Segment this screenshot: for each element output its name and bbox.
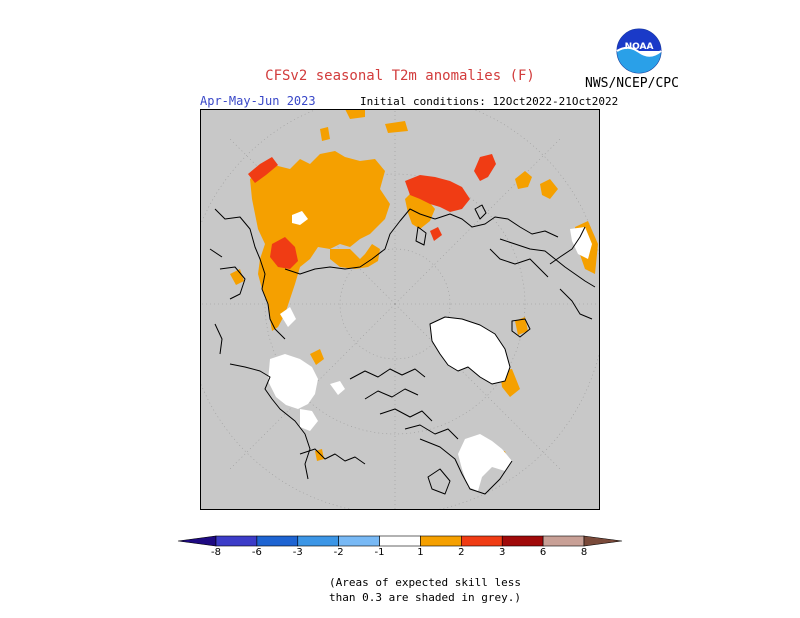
polar-map xyxy=(200,109,600,510)
colorbar xyxy=(177,535,623,547)
skill-footnote: (Areas of expected skill less than 0.3 a… xyxy=(325,575,525,605)
region-greenland-near-normal xyxy=(430,317,510,384)
logo-text: NOAA xyxy=(625,42,654,52)
colorbar-tick-label: -8 xyxy=(211,547,221,558)
agency-label: NWS/NCEP/CPC xyxy=(585,76,679,91)
initial-conditions: Initial conditions: 12Oct2022-21Oct2022 xyxy=(360,95,619,108)
colorbar-bin xyxy=(338,535,380,547)
region-western-russia-warm xyxy=(330,244,380,269)
colorbar-tick-label: 6 xyxy=(539,547,547,558)
region-alaska-near-normal xyxy=(268,354,345,431)
colorbar-bin xyxy=(256,535,299,547)
forecast-period: Apr-May-Jun 2023 xyxy=(200,94,316,108)
colorbar-bin xyxy=(379,535,421,547)
colorbar-bin xyxy=(297,535,339,547)
region-greenland-edge-warm xyxy=(495,369,520,467)
region-north-strip-warm xyxy=(320,109,408,141)
colorbar-tick-label: -2 xyxy=(333,547,344,558)
footnote-line-1: (Areas of expected skill less xyxy=(328,576,522,589)
region-east-asia-warm xyxy=(515,171,558,199)
footnote-line-2: than 0.3 are shaded in grey.) xyxy=(328,591,522,604)
colorbar-tick-label: 2 xyxy=(458,547,465,558)
region-northwest-hot xyxy=(248,157,278,183)
region-caspian-hot xyxy=(430,227,442,241)
region-kamchatka-near-normal xyxy=(280,307,296,327)
map-frame xyxy=(200,109,600,510)
colorbar-bin xyxy=(542,535,585,547)
colorbar-labels: -8 -6 -3 -2 -1 1 2 3 6 8 xyxy=(170,547,630,561)
map-title: CFSv2 seasonal T2m anomalies (F) xyxy=(265,68,535,84)
region-eurasia-warm xyxy=(250,151,390,331)
region-east-siberia-hot xyxy=(405,154,496,212)
region-west-siberia-hot xyxy=(270,237,298,269)
colorbar-tick-label: -3 xyxy=(292,547,303,558)
colorbar-bin xyxy=(501,535,544,547)
colorbar-tick-label: 8 xyxy=(580,547,588,558)
region-central-asia-near-normal xyxy=(292,211,308,225)
region-scandinavia-near-normal xyxy=(570,227,592,259)
colorbar-tick-label: -6 xyxy=(251,547,262,558)
noaa-logo-icon: NOAA xyxy=(616,28,662,74)
colorbar-bin xyxy=(215,535,258,547)
colorbar-bin xyxy=(461,535,503,547)
region-europe-warm xyxy=(405,189,435,229)
coastlines xyxy=(209,204,596,495)
colorbar-tick-label: 3 xyxy=(499,547,506,558)
colorbar-bin-high-extreme xyxy=(583,535,623,547)
colorbar-tick-label: 1 xyxy=(417,547,424,558)
region-canada-near-normal xyxy=(458,434,512,491)
colorbar-tick-label: -1 xyxy=(374,547,385,558)
colorbar-bin-low-extreme xyxy=(177,535,217,547)
colorbar-bin xyxy=(420,535,462,547)
